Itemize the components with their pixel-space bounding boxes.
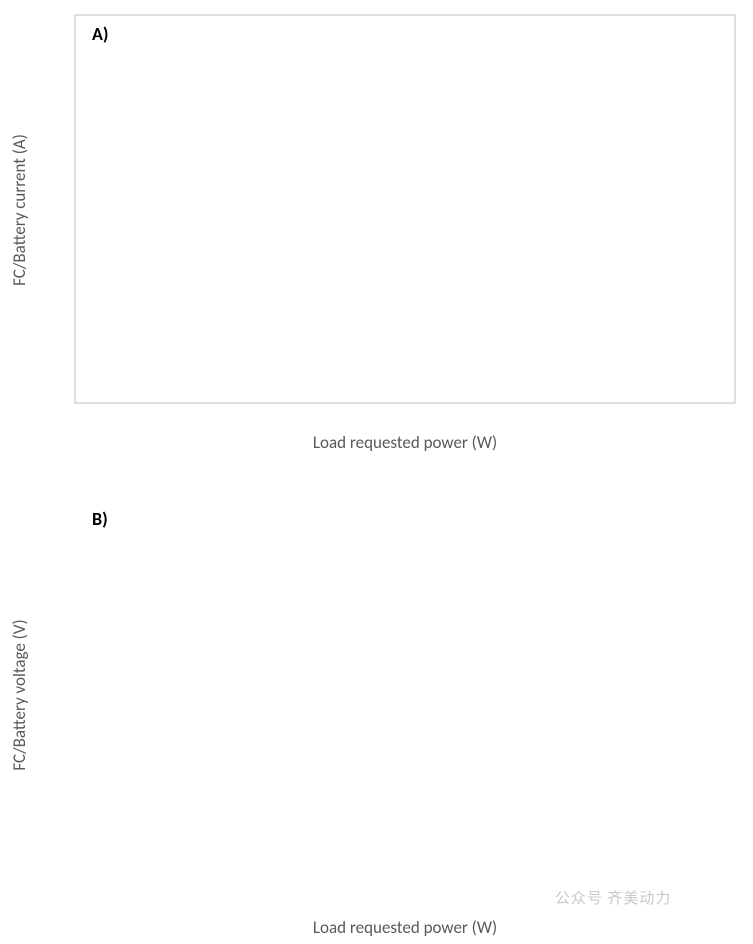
chart-b-ylabel: FC/Battery voltage (V) [9,619,30,770]
chart-b-xlabel: Load requested power (W) [313,917,497,938]
chart-a-tag: A) [92,23,109,45]
chart-b-tag: B) [92,508,108,530]
chart-a-panel: A) FC/Battery current (A) Load requested… [0,0,753,460]
chart-a-xlabel: Load requested power (W) [313,432,497,453]
chart-a-plot-border [75,15,735,403]
chart-b-watermark: 公众号 齐美动力 [555,890,671,908]
chart-b-panel: B) FC/Battery voltage (V) Load requested… [0,485,753,944]
page-root: A) FC/Battery current (A) Load requested… [0,0,753,944]
chart-a-ylabel: FC/Battery current (A) [9,134,30,286]
chart-b-svg: B) FC/Battery voltage (V) Load requested… [0,485,753,944]
chart-a-svg: A) FC/Battery current (A) Load requested… [0,0,753,460]
